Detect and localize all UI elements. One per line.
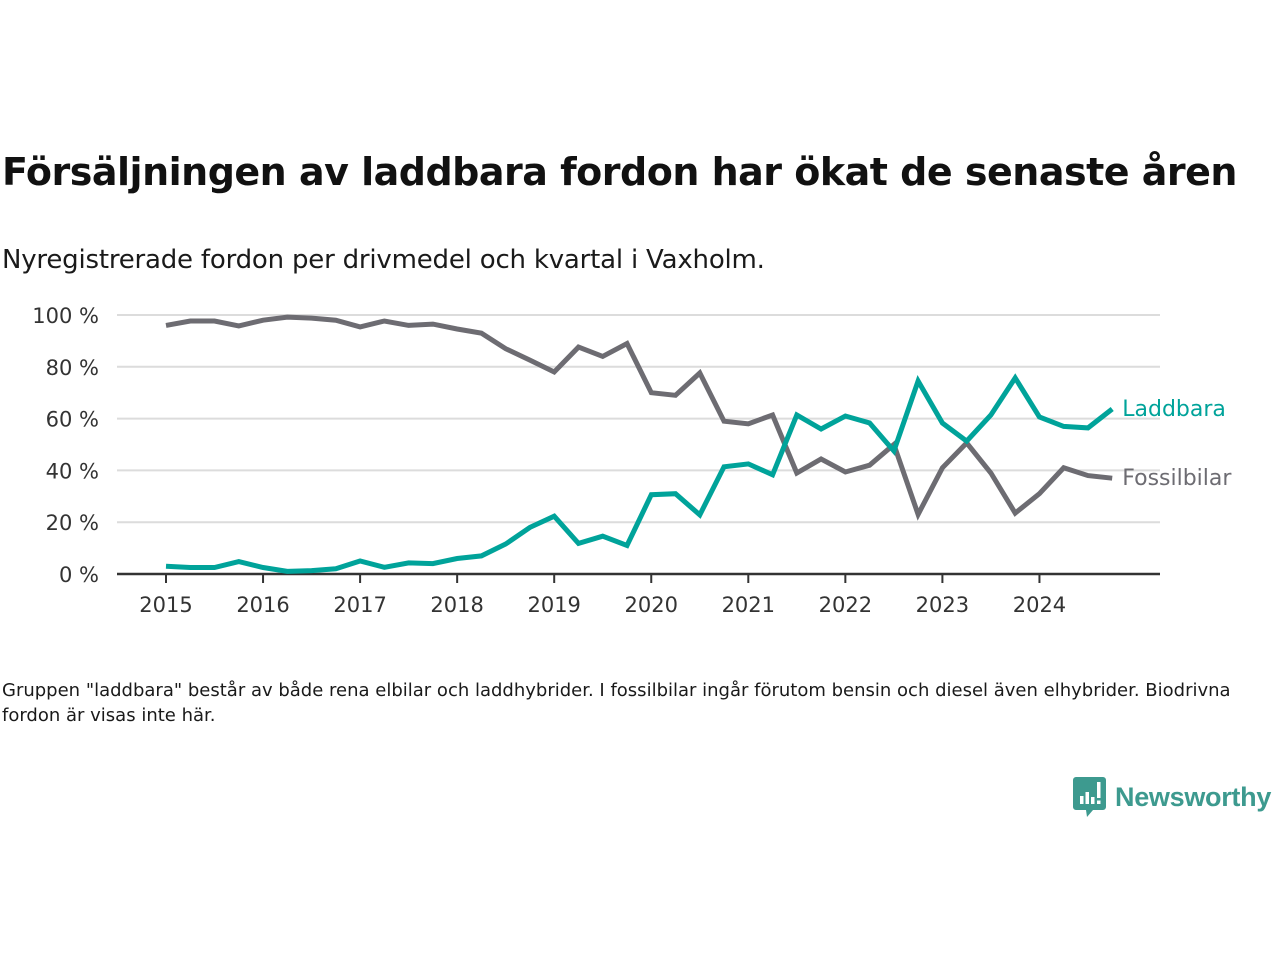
y-tick-label: 0 % (59, 563, 99, 587)
series-label-laddbara: Laddbara (1122, 397, 1226, 422)
y-tick-label: 100 % (32, 304, 99, 328)
newsworthy-logo[interactable]: Newsworthy (1073, 777, 1271, 817)
x-tick-label: 2024 (1013, 593, 1066, 617)
x-tick-label: 2018 (430, 593, 483, 617)
y-tick-label: 60 % (46, 408, 99, 432)
x-tick-label: 2022 (819, 593, 872, 617)
y-axis: 0 % 20 % 40 % 60 % 80 % 100 % (32, 304, 99, 587)
y-tick-label: 20 % (46, 511, 99, 535)
y-tick-label: 40 % (46, 459, 99, 483)
x-tick-label: 2020 (625, 593, 678, 617)
x-tick-label: 2023 (916, 593, 969, 617)
chart-speech-bubble-icon (1073, 777, 1106, 817)
series-label-fossilbilar: Fossilbilar (1122, 466, 1232, 491)
chart-title: Försäljningen av laddbara fordon har öka… (2, 150, 1237, 194)
chart-subtitle: Nyregistrerade fordon per drivmedel och … (2, 245, 765, 275)
x-tick-label: 2021 (722, 593, 775, 617)
series-line-fossilbilar (165, 314, 1113, 521)
series-lines (165, 314, 1114, 574)
logo-text: Newsworthy (1115, 781, 1272, 812)
x-axis: 2015 2016 2017 2018 2019 2020 2021 2022 2023 2024 (117, 572, 1160, 617)
footnote: Gruppen "laddbara" består av både rena e… (2, 680, 1231, 726)
y-tick-label: 80 % (46, 356, 99, 380)
x-tick-label: 2015 (139, 593, 192, 617)
x-tick-label: 2016 (236, 593, 289, 617)
series-line-laddbara (165, 373, 1114, 574)
series-labels: Laddbara Fossilbilar (1122, 397, 1232, 491)
x-tick-label: 2019 (527, 593, 580, 617)
line-chart: 0 %20 %40 %60 %80 %100 % 2015 2016 2017 201… (32, 304, 1232, 617)
x-tick-label: 2017 (333, 593, 386, 617)
